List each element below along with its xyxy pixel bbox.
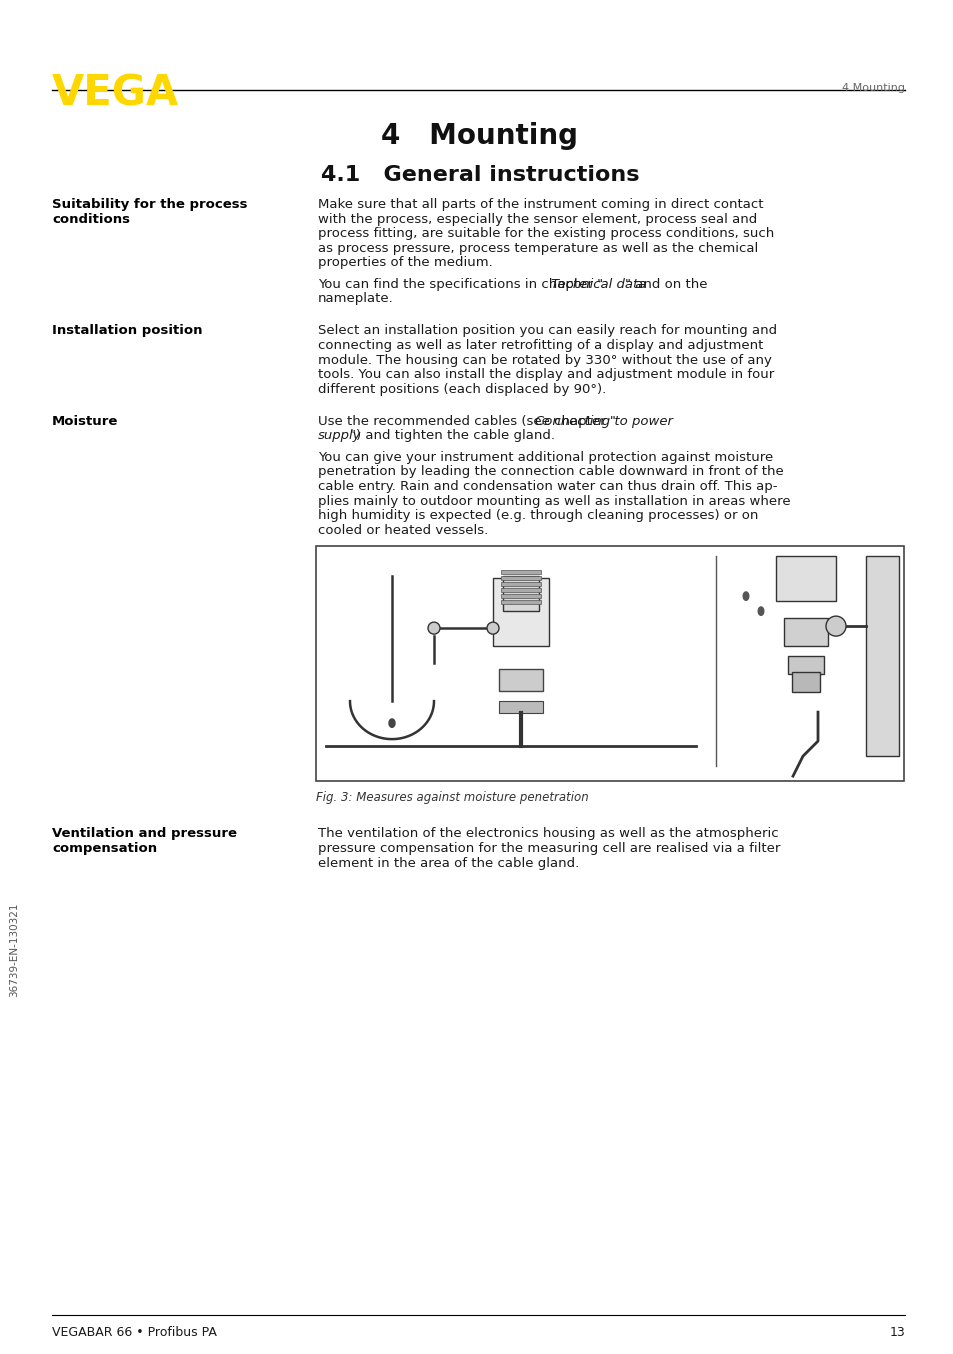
Bar	[493, 578, 548, 646]
Text: as process pressure, process temperature as well as the chemical: as process pressure, process temperature…	[317, 241, 758, 255]
Text: You can give your instrument additional protection against moisture: You can give your instrument additional …	[317, 451, 773, 464]
Text: Technical data: Technical data	[551, 278, 646, 291]
Text: Make sure that all parts of the instrument coming in direct contact: Make sure that all parts of the instrume…	[317, 198, 762, 211]
Text: Connecting to power: Connecting to power	[535, 414, 673, 428]
Text: " and on the: " and on the	[625, 278, 707, 291]
Text: process fitting, are suitable for the existing process conditions, such: process fitting, are suitable for the ex…	[317, 227, 774, 240]
Text: module. The housing can be rotated by 330° without the use of any: module. The housing can be rotated by 33…	[317, 353, 771, 367]
Polygon shape	[742, 592, 748, 600]
Bar	[498, 701, 542, 714]
Text: compensation: compensation	[52, 842, 157, 854]
Bar	[775, 556, 835, 601]
Text: 4.1   General instructions: 4.1 General instructions	[320, 165, 639, 185]
Bar	[783, 619, 827, 646]
Text: cable entry. Rain and condensation water can thus drain off. This ap-: cable entry. Rain and condensation water…	[317, 479, 777, 493]
Text: nameplate.: nameplate.	[317, 292, 394, 306]
Bar	[500, 570, 540, 574]
Text: Use the recommended cables (see chapter ": Use the recommended cables (see chapter …	[317, 414, 616, 428]
Text: properties of the medium.: properties of the medium.	[317, 256, 493, 269]
Polygon shape	[758, 607, 763, 615]
Circle shape	[428, 621, 439, 634]
Text: ") and tighten the cable gland.: ") and tighten the cable gland.	[350, 429, 555, 443]
Text: 4   Mounting: 4 Mounting	[381, 122, 578, 150]
Text: high humidity is expected (e.g. through cleaning processes) or on: high humidity is expected (e.g. through …	[317, 509, 758, 523]
Bar	[498, 669, 542, 691]
Text: Ventilation and pressure: Ventilation and pressure	[52, 827, 236, 841]
Bar	[500, 588, 540, 592]
Polygon shape	[389, 719, 395, 727]
Text: supply: supply	[317, 429, 361, 443]
Circle shape	[825, 616, 845, 636]
Text: 4 Mounting: 4 Mounting	[841, 83, 904, 93]
Bar	[500, 600, 540, 604]
Text: Moisture: Moisture	[52, 414, 118, 428]
Bar	[500, 582, 540, 586]
Text: conditions: conditions	[52, 213, 130, 226]
Text: The ventilation of the electronics housing as well as the atmospheric: The ventilation of the electronics housi…	[317, 827, 778, 841]
Text: connecting as well as later retrofitting of a display and adjustment: connecting as well as later retrofitting…	[317, 338, 762, 352]
Circle shape	[486, 621, 498, 634]
Text: 36739-EN-130321: 36739-EN-130321	[9, 903, 19, 998]
Bar	[500, 594, 540, 598]
Text: Installation position: Installation position	[52, 325, 202, 337]
Text: with the process, especially the sensor element, process seal and: with the process, especially the sensor …	[317, 213, 757, 226]
Text: cooled or heated vessels.: cooled or heated vessels.	[317, 524, 488, 536]
Text: element in the area of the cable gland.: element in the area of the cable gland.	[317, 857, 578, 869]
Text: VEGA: VEGA	[52, 72, 179, 114]
Text: different positions (each displaced by 90°).: different positions (each displaced by 9…	[317, 383, 605, 395]
Text: Suitability for the process: Suitability for the process	[52, 198, 247, 211]
Text: pressure compensation for the measuring cell are realised via a filter: pressure compensation for the measuring …	[317, 842, 780, 854]
Bar	[787, 657, 823, 674]
Bar	[502, 575, 538, 611]
Bar	[865, 556, 898, 756]
Text: tools. You can also install the display and adjustment module in four: tools. You can also install the display …	[317, 368, 774, 380]
Bar	[500, 575, 540, 580]
Text: 13: 13	[888, 1326, 904, 1339]
Bar	[791, 672, 820, 692]
Text: You can find the specifications in chapter ": You can find the specifications in chapt…	[317, 278, 602, 291]
Text: VEGABAR 66 • Profibus PA: VEGABAR 66 • Profibus PA	[52, 1326, 216, 1339]
Bar	[315, 546, 903, 781]
Text: Select an installation position you can easily reach for mounting and: Select an installation position you can …	[317, 325, 777, 337]
Text: penetration by leading the connection cable downward in front of the: penetration by leading the connection ca…	[317, 466, 783, 478]
Text: plies mainly to outdoor mounting as well as installation in areas where: plies mainly to outdoor mounting as well…	[317, 494, 790, 508]
Text: Fig. 3: Measures against moisture penetration: Fig. 3: Measures against moisture penetr…	[315, 791, 588, 804]
